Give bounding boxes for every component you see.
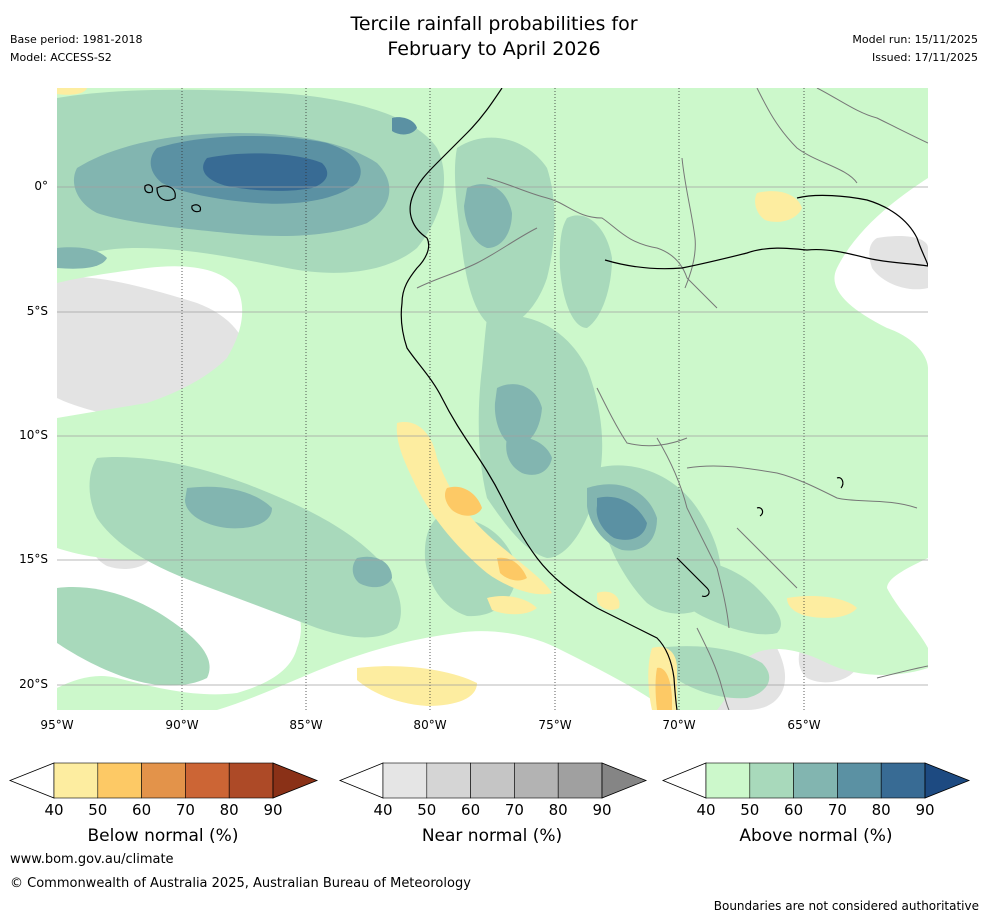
colorbar-below-title: Below normal (%) xyxy=(87,826,239,846)
near-colorbar-tick-90: 90 xyxy=(592,801,612,819)
above-colorbar-segment-70 xyxy=(837,762,882,799)
above-colorbar-tick-60: 60 xyxy=(784,801,804,819)
near-colorbar-segment-60 xyxy=(470,762,515,799)
above-colorbar-segment-50 xyxy=(749,762,794,799)
lat-label-5s: 5°S xyxy=(26,304,48,318)
below-normal-40-50 xyxy=(57,88,857,710)
near-colorbar-tick-40: 40 xyxy=(373,801,393,819)
below-colorbar-segment-80 xyxy=(228,762,274,799)
below-colorbar-segment-40 xyxy=(53,762,99,799)
near-colorbar-left-extension xyxy=(338,762,384,799)
latitude-gridlines xyxy=(57,186,928,686)
colorbars-svg xyxy=(8,762,971,799)
issued-text: Issued: 17/11/2025 xyxy=(871,51,978,64)
below-colorbar-segment-50 xyxy=(97,762,142,799)
model-run-text: Model run: 15/11/2025 xyxy=(852,33,978,46)
below-colorbar-segment-70 xyxy=(185,762,230,799)
above-colorbar-tick-80: 80 xyxy=(871,801,891,819)
near-colorbar-segment-40 xyxy=(382,762,428,799)
meta-right: Model run: 15/11/2025 Issued: 17/11/2025 xyxy=(852,31,978,67)
near-colorbar-right-extension xyxy=(601,762,648,799)
colorbar-near xyxy=(338,762,648,799)
near-colorbar-tick-60: 60 xyxy=(461,801,481,819)
coastline xyxy=(144,88,928,710)
below-colorbar-tick-40: 40 xyxy=(44,801,64,819)
lon-label-80w: 80°W xyxy=(413,718,447,732)
above-normal-80-90 xyxy=(203,153,328,191)
lat-label-10s: 10°S xyxy=(19,428,48,442)
below-colorbar-left-extension xyxy=(8,762,55,799)
near-colorbar-segment-50 xyxy=(426,762,471,799)
lon-label-75w: 75°W xyxy=(538,718,572,732)
meta-left: Base period: 1981-2018 Model: ACCESS-S2 xyxy=(10,31,142,67)
below-colorbar-tick-70: 70 xyxy=(175,801,195,819)
near-colorbar-segment-70 xyxy=(514,762,559,799)
lon-label-90w: 90°W xyxy=(165,718,199,732)
above-colorbar-tick-50: 50 xyxy=(740,801,760,819)
title-line-1: Tercile rainfall probabilities for xyxy=(350,13,638,35)
below-colorbar-segment-60 xyxy=(141,762,186,799)
chart-title: Tercile rainfall probabilities for Febru… xyxy=(0,12,988,62)
website-url: www.bom.gov.au/climate xyxy=(10,852,174,867)
title-line-2: February to April 2026 xyxy=(387,38,601,60)
below-colorbar-tick-80: 80 xyxy=(219,801,239,819)
lat-label-15s: 15°S xyxy=(19,552,48,566)
below-colorbar-tick-50: 50 xyxy=(88,801,108,819)
country-borders xyxy=(416,88,928,710)
lon-label-95w: 95°W xyxy=(40,718,74,732)
below-colorbar-tick-60: 60 xyxy=(132,801,152,819)
above-colorbar-tick-70: 70 xyxy=(827,801,847,819)
colorbar-above-title: Above normal (%) xyxy=(739,826,893,846)
lon-label-85w: 85°W xyxy=(289,718,323,732)
disclaimer-text: Boundaries are not considered authoritat… xyxy=(713,899,979,913)
above-colorbar-segment-80 xyxy=(880,762,926,799)
near-colorbar-tick-80: 80 xyxy=(548,801,568,819)
above-colorbar-segment-40 xyxy=(705,762,751,799)
colorbar-near-title: Near normal (%) xyxy=(421,826,563,846)
colorbar-above xyxy=(661,762,971,799)
lon-label-65w: 65°W xyxy=(787,718,821,732)
lat-label-0: 0° xyxy=(34,179,48,193)
above-colorbar-segment-60 xyxy=(793,762,838,799)
near-colorbar-tick-70: 70 xyxy=(504,801,524,819)
base-period-text: Base period: 1981-2018 xyxy=(10,33,143,46)
map-canvas xyxy=(57,88,928,710)
below-colorbar-right-extension xyxy=(272,762,319,799)
copyright-text: © Commonwealth of Australia 2025, Austra… xyxy=(10,876,471,891)
lat-label-20s: 20°S xyxy=(19,677,48,691)
map-panel xyxy=(57,88,928,710)
above-colorbar-right-extension xyxy=(924,762,971,799)
colorbar-below xyxy=(8,762,319,799)
lon-label-70w: 70°W xyxy=(662,718,696,732)
below-normal-50-60 xyxy=(444,486,672,710)
near-colorbar-tick-50: 50 xyxy=(417,801,437,819)
below-colorbar-tick-90: 90 xyxy=(263,801,283,819)
above-colorbar-tick-40: 40 xyxy=(696,801,716,819)
model-text: Model: ACCESS-S2 xyxy=(10,51,112,64)
near-colorbar-segment-80 xyxy=(557,762,603,799)
above-colorbar-tick-90: 90 xyxy=(915,801,935,819)
above-colorbar-left-extension xyxy=(661,762,707,799)
